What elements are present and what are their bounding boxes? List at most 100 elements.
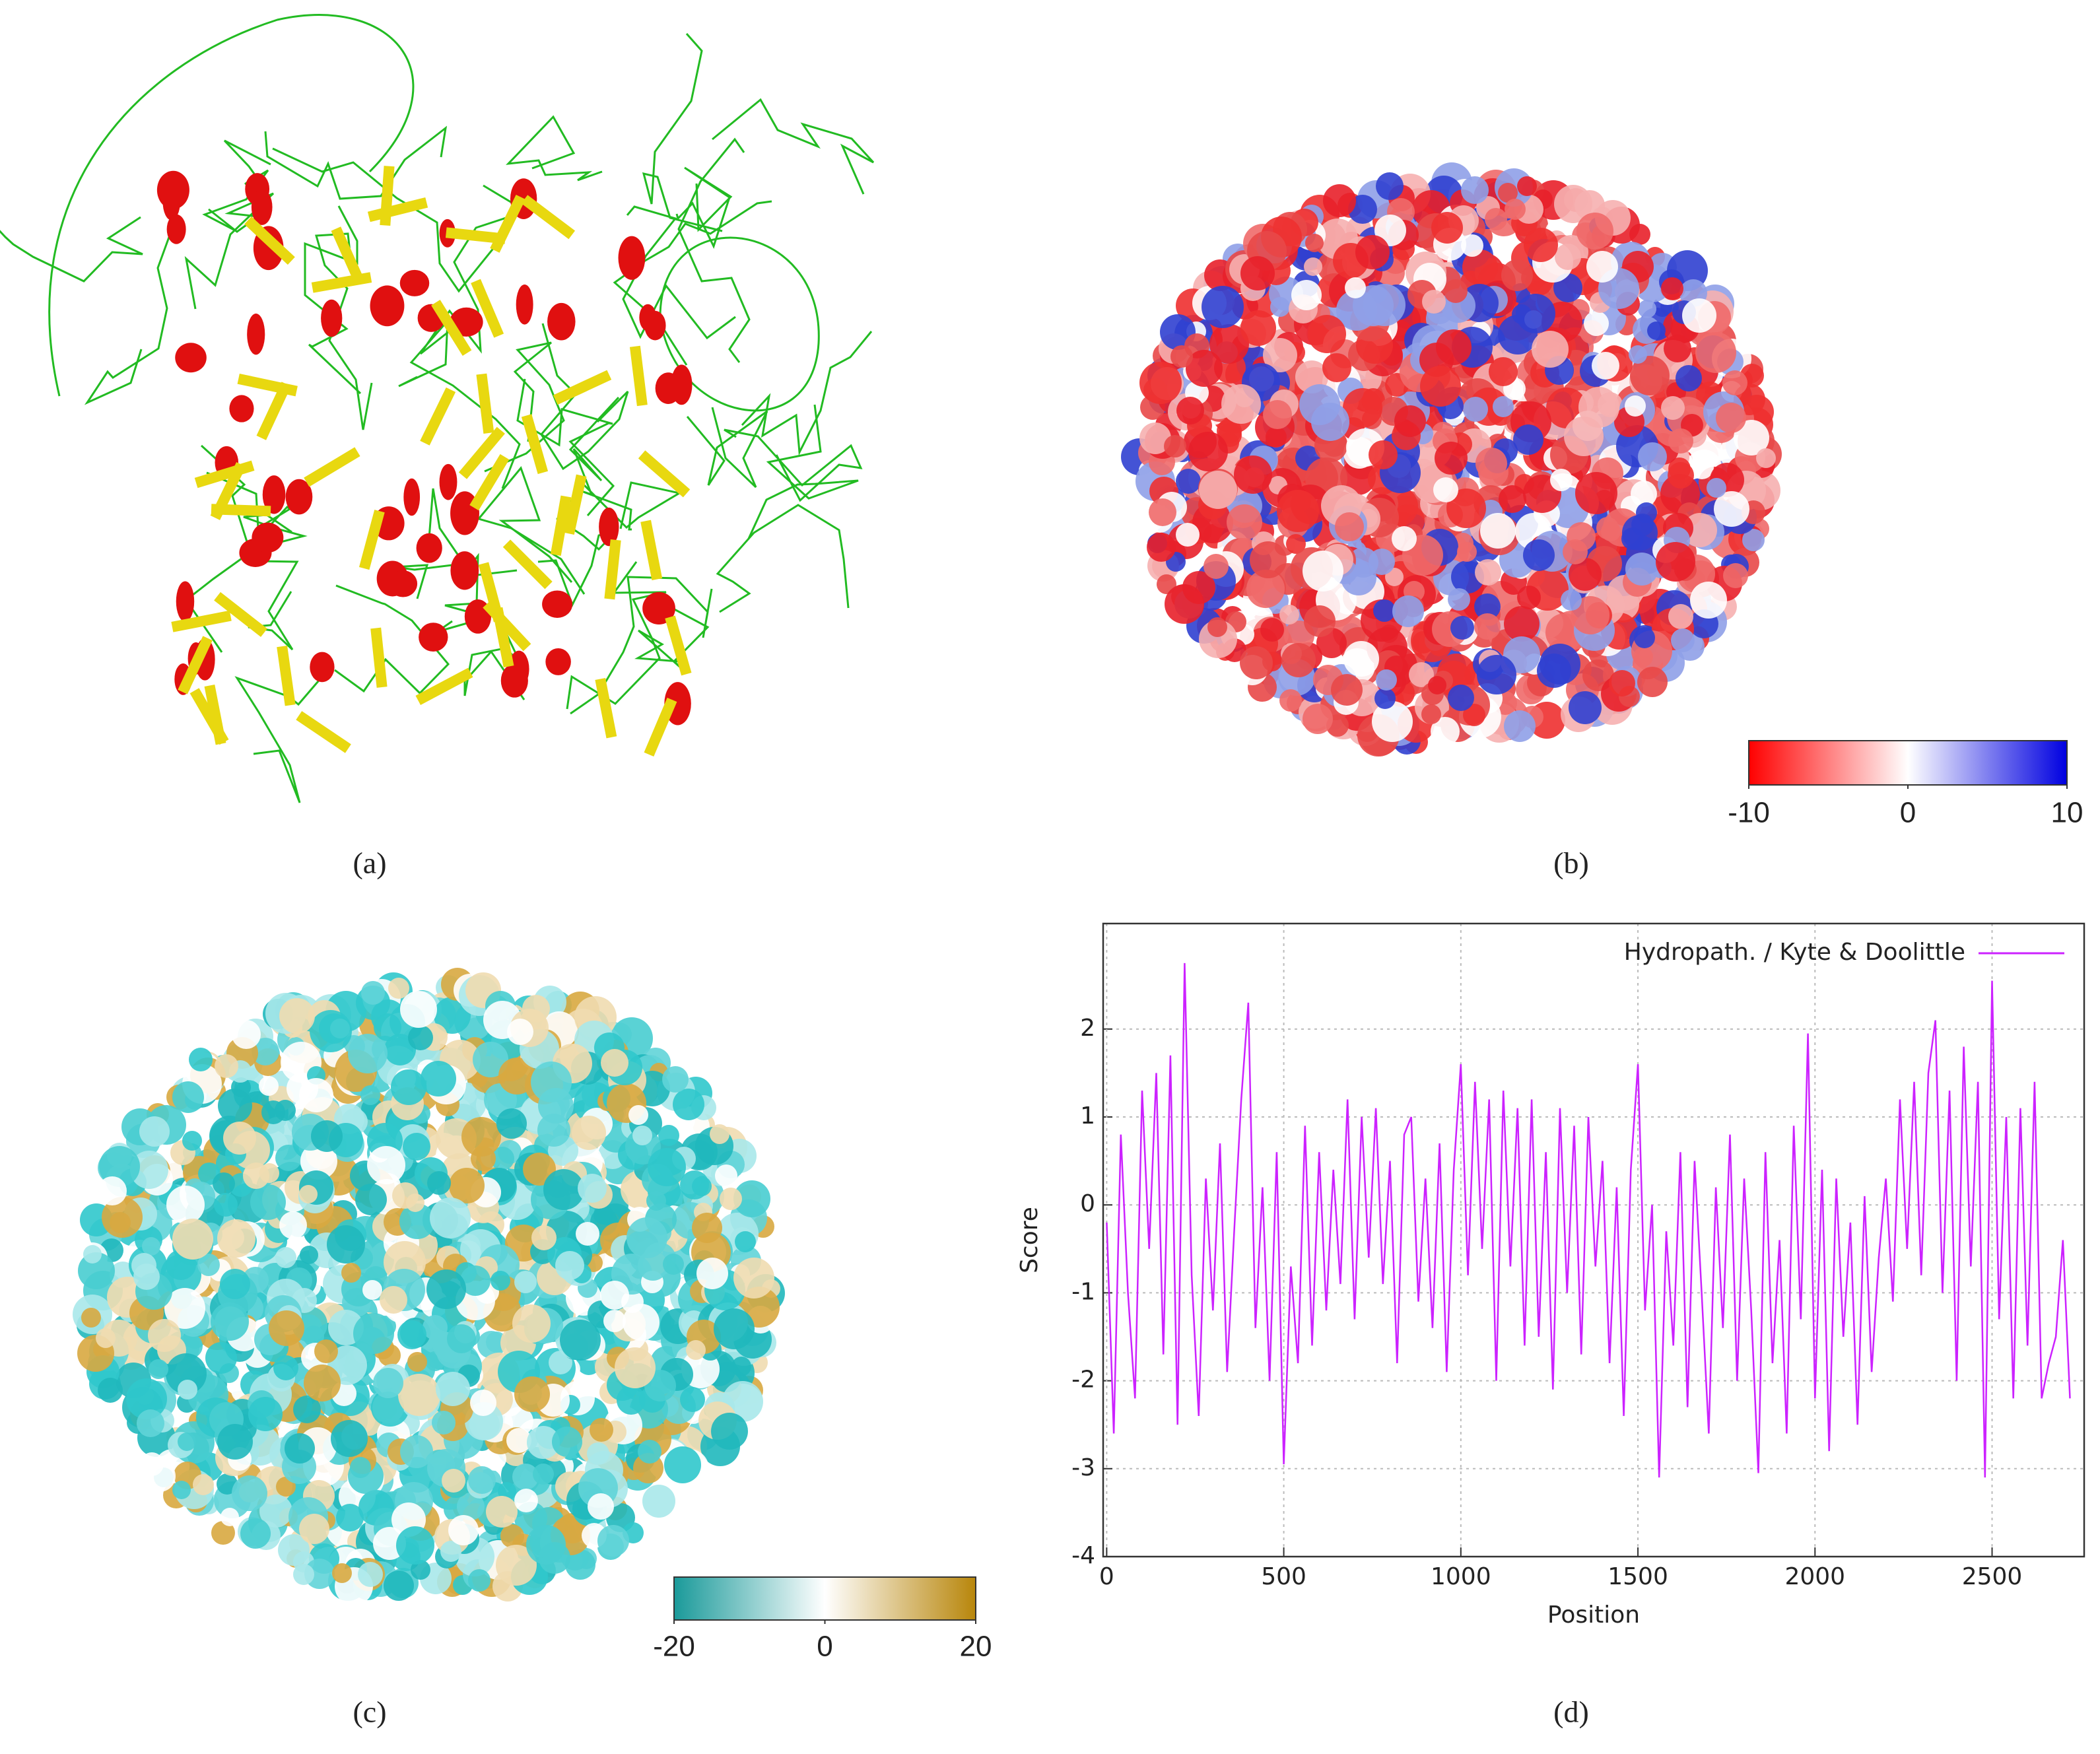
sheet (304, 447, 360, 487)
surface-atom (461, 1117, 501, 1157)
surface-atom (468, 1569, 491, 1592)
surface-atom (1343, 388, 1382, 428)
surface-atom (311, 1120, 343, 1152)
surface-atom (293, 1396, 321, 1423)
surface-atom (714, 1308, 755, 1349)
surface-atom (1170, 345, 1193, 368)
surface-atom (1409, 662, 1434, 687)
surface-atom (1578, 387, 1619, 428)
surface-atom (421, 1061, 456, 1096)
surface-atom (1609, 670, 1635, 696)
surface-atom (1444, 279, 1468, 303)
y-axis-title: Score (1016, 1207, 1043, 1273)
surface-atom (623, 1304, 660, 1341)
surface-atom (164, 1288, 205, 1329)
helix (370, 285, 405, 327)
surface-atom (1513, 424, 1543, 455)
surface-atom (491, 1271, 510, 1291)
y-tick-label: 0 (1080, 1190, 1095, 1217)
helix (542, 590, 573, 618)
colorbar-tick-label: 0 (817, 1631, 832, 1663)
surface-atom (498, 1482, 516, 1501)
sheet (178, 636, 213, 694)
ribbon-loop (566, 561, 667, 710)
surface-atom (250, 1184, 286, 1220)
helix (545, 648, 571, 675)
surface-atom (182, 1131, 202, 1151)
surface-atom (432, 1411, 456, 1434)
surface-atom (220, 1269, 250, 1299)
surface-atom (531, 1225, 557, 1250)
surface-atom (1373, 599, 1396, 622)
helix (599, 507, 619, 547)
surface-atom (522, 995, 550, 1023)
helix (252, 522, 284, 553)
surface-atom (396, 1526, 434, 1565)
surface-atom (310, 1010, 352, 1052)
surface-atom (735, 1231, 756, 1252)
surface-atom (1139, 422, 1171, 454)
surface-atom (1246, 570, 1285, 608)
surface-atom (1277, 490, 1319, 532)
surface-atom (1164, 435, 1186, 457)
surface-atom (1376, 669, 1397, 691)
surface-atom (527, 1426, 560, 1459)
surface-atom (1392, 595, 1424, 627)
surface-atom (139, 1116, 170, 1147)
sheet (629, 345, 648, 407)
surface-atom (498, 1058, 535, 1095)
surface-atom (1584, 311, 1609, 336)
surface-atom (380, 1286, 407, 1314)
surface-atom (512, 1304, 551, 1343)
helix (500, 663, 528, 698)
surface-atom (1308, 315, 1346, 353)
surface-atom (1450, 616, 1474, 640)
surface-atom (514, 1489, 538, 1512)
helix (644, 310, 666, 341)
helix (416, 533, 442, 563)
surface-atom (126, 1378, 167, 1419)
surface-atom (533, 1464, 554, 1485)
surface-atom (1303, 551, 1343, 591)
surface-atom (1756, 448, 1776, 468)
surface-atom (367, 1146, 405, 1184)
surface-atom (628, 1105, 648, 1125)
helix (388, 570, 418, 597)
surface-atom (1668, 604, 1693, 629)
surface-atom (360, 1085, 380, 1105)
surface-atom (1240, 310, 1276, 346)
surface-atom (269, 1310, 304, 1346)
colorbar-tick-label: -10 (1728, 797, 1770, 829)
surface-atom (1516, 294, 1555, 333)
surface-atom (1457, 542, 1477, 562)
surface-atom (1676, 365, 1702, 391)
sheet (478, 562, 504, 623)
surface-atom (1592, 352, 1619, 380)
surface-atom (178, 1433, 196, 1451)
surface-atom (166, 1186, 205, 1224)
surface-atom (1682, 298, 1716, 333)
x-axis-title: Position (1547, 1602, 1640, 1629)
surface-atom (588, 1493, 614, 1520)
ribbon-loop (659, 236, 820, 412)
sheet (550, 495, 572, 557)
surface-atom (627, 1217, 667, 1258)
surface-atom (442, 1469, 465, 1493)
surface-atom (1722, 370, 1747, 395)
surface-atom (1392, 526, 1417, 551)
surface-atom (137, 1409, 164, 1437)
surface-atom (327, 1225, 365, 1264)
surface-atom (215, 1054, 238, 1078)
surface-atom (1569, 691, 1602, 724)
surface-atom (680, 1387, 705, 1412)
surface-atom (259, 1495, 292, 1528)
surface-atom (1303, 704, 1333, 734)
ribbon-loop (334, 584, 450, 695)
surface-atom (1176, 469, 1201, 494)
surface-atom (1477, 655, 1516, 694)
panel-label: (c) (353, 1695, 386, 1729)
sheet (420, 387, 456, 446)
surface-atom (526, 1525, 566, 1565)
x-tick-label: 2500 (1962, 1563, 2023, 1590)
surface-atom (1260, 618, 1284, 642)
